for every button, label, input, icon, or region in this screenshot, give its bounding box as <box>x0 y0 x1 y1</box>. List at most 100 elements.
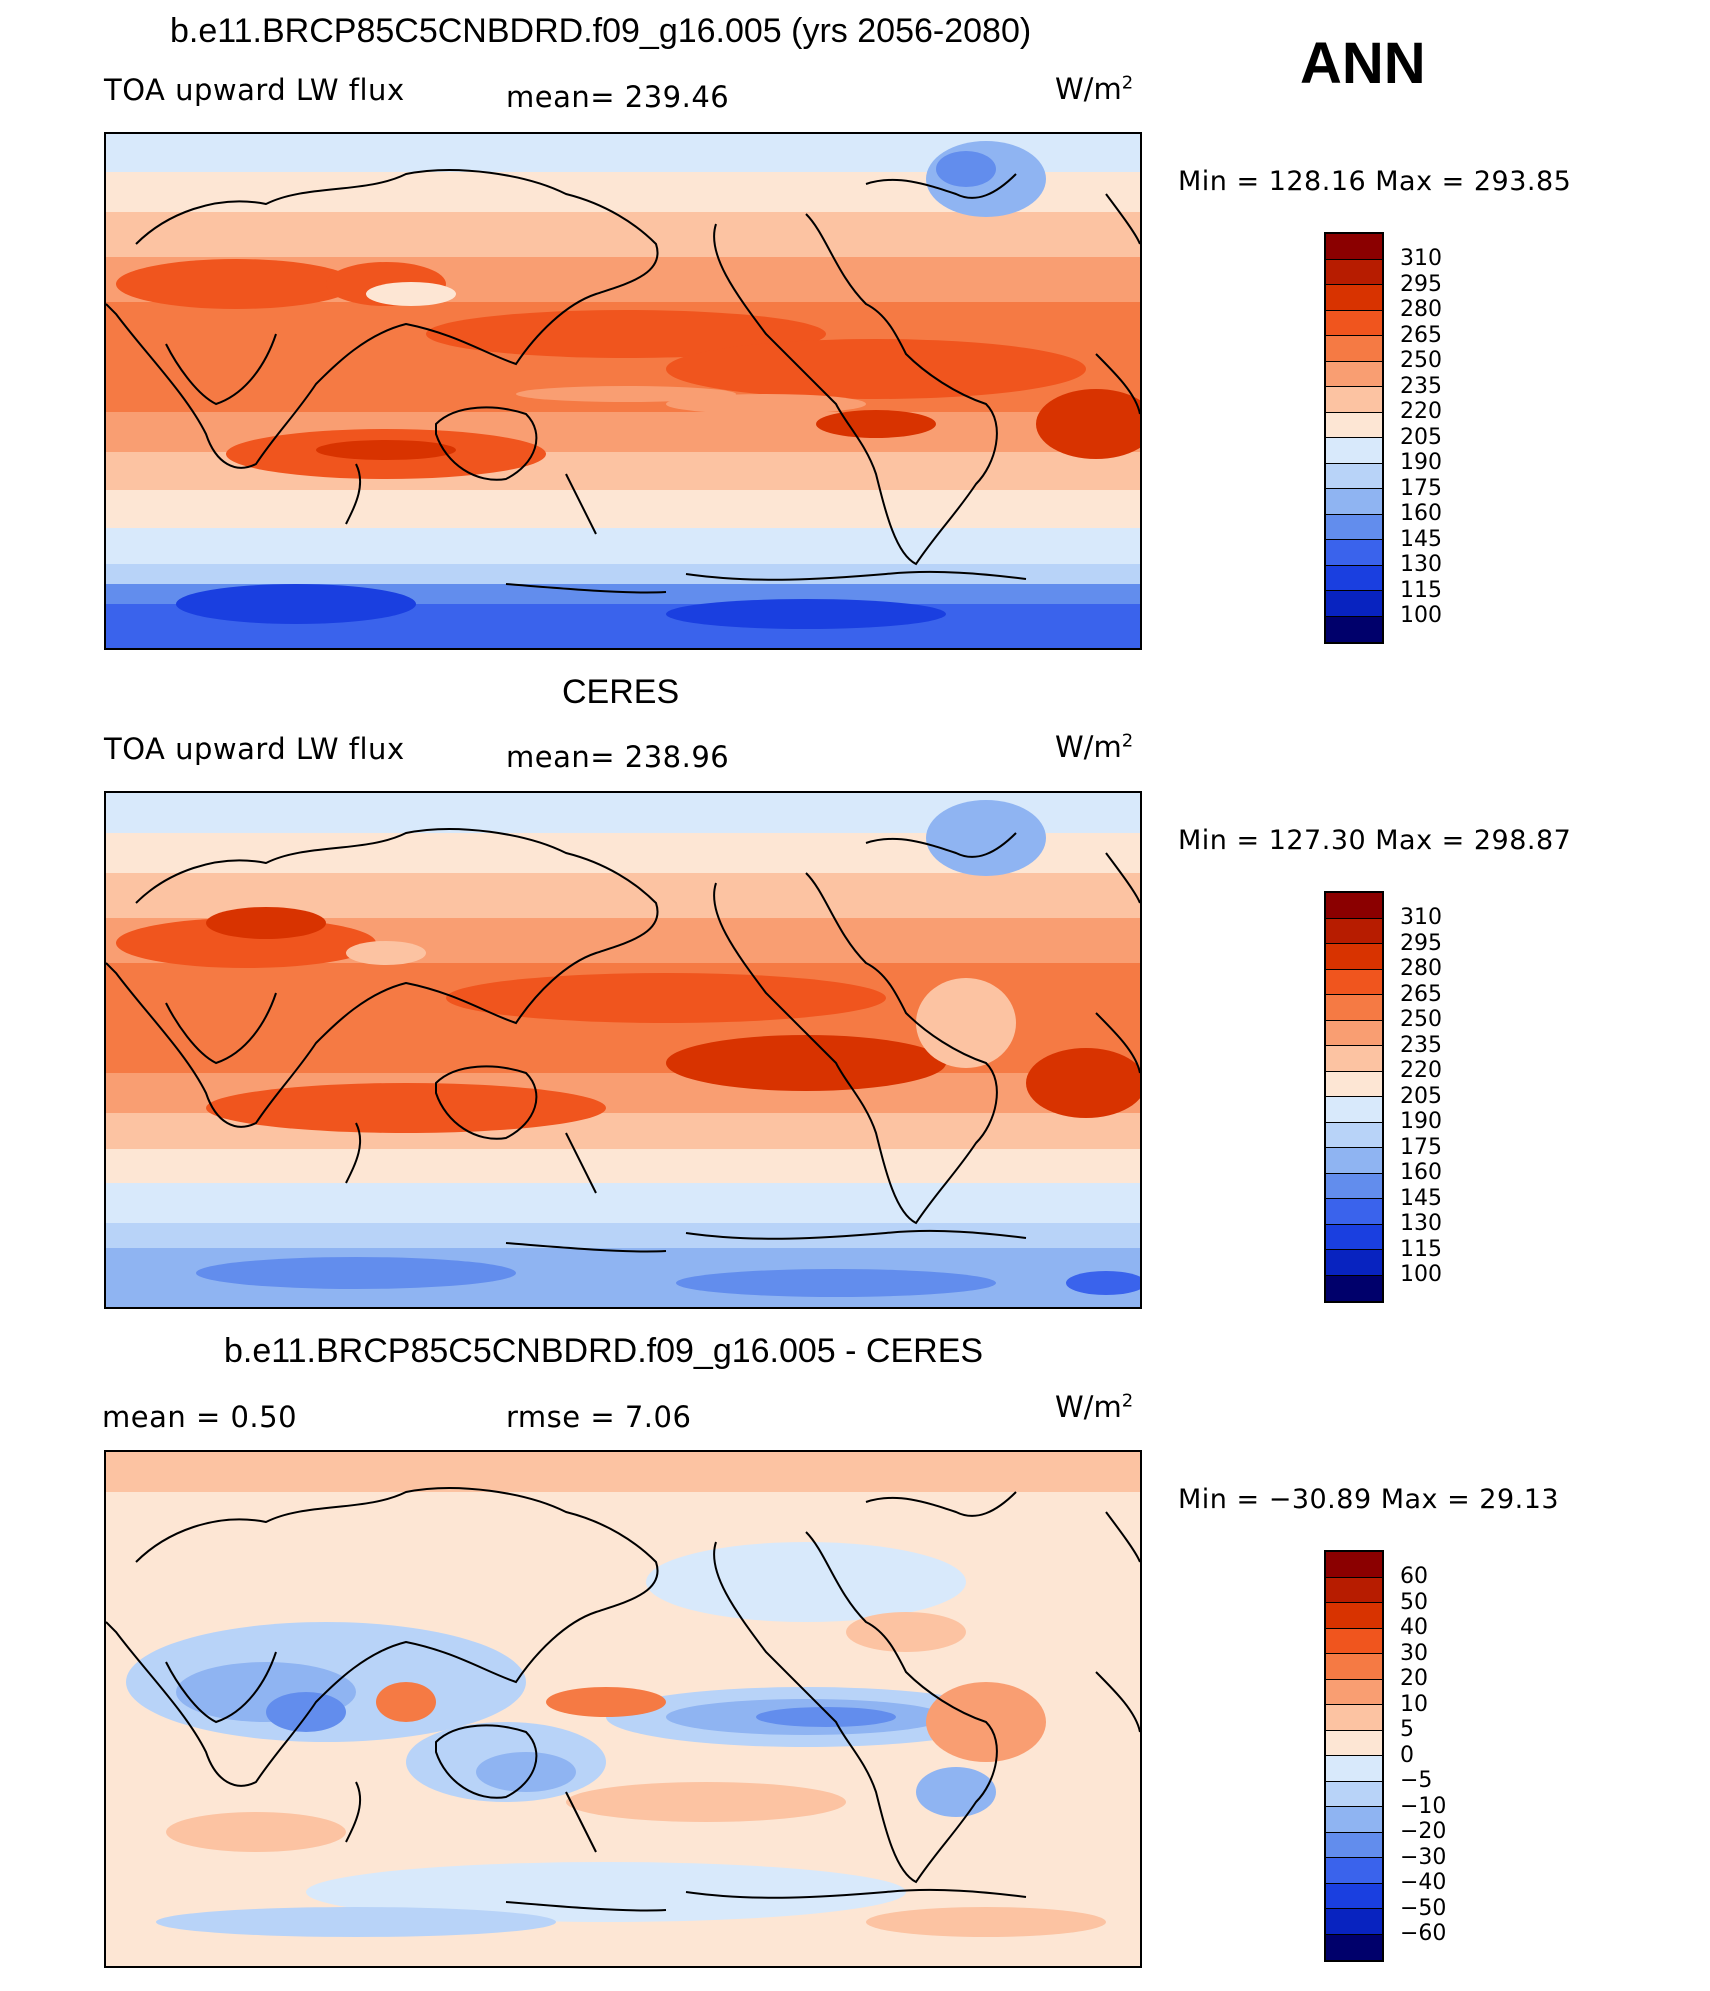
colorbar-tick: 190 <box>1400 1109 1442 1134</box>
colorbar-swatch <box>1326 565 1382 591</box>
colorbar-swatch <box>1326 1122 1382 1148</box>
colorbar-swatch <box>1326 1250 1382 1276</box>
colorbar-tick: 50 <box>1400 1589 1428 1615</box>
colorbar-tick: 280 <box>1400 956 1442 981</box>
colorbar-tick: 40 <box>1400 1615 1428 1640</box>
colorbar-swatch <box>1326 259 1382 285</box>
colorbar-tick: 265 <box>1400 981 1442 1007</box>
panel2-colorbar <box>1324 891 1384 1303</box>
colorbar-tick: 265 <box>1400 322 1442 348</box>
colorbar-tick: 220 <box>1400 399 1442 424</box>
colorbar-tick: 310 <box>1400 246 1442 271</box>
panel3-map <box>104 1450 1142 1968</box>
colorbar-tick: 280 <box>1400 297 1442 322</box>
panel1-colorbar-ticks: 310 295 280 265 250 235 220 205 190 175 … <box>1400 246 1442 629</box>
colorbar-swatch <box>1326 1552 1382 1578</box>
colorbar-tick: 20 <box>1400 1666 1428 1691</box>
colorbar-tick: 295 <box>1400 271 1442 297</box>
colorbar-tick: 205 <box>1400 1083 1442 1109</box>
panel1-colorbar <box>1324 232 1384 644</box>
colorbar-swatch <box>1326 1909 1382 1935</box>
colorbar-swatch <box>1326 969 1382 995</box>
colorbar-tick: 30 <box>1400 1640 1428 1666</box>
colorbar-tick: 100 <box>1400 603 1442 628</box>
colorbar-swatch <box>1326 1071 1382 1097</box>
panel1-map-svg <box>106 134 1140 648</box>
colorbar-swatch <box>1326 591 1382 617</box>
panel3-map-svg <box>106 1452 1140 1966</box>
colorbar-swatch <box>1326 1807 1382 1833</box>
panel3-units: W/m2 <box>1055 1390 1134 1424</box>
colorbar-tick: 130 <box>1400 1211 1442 1236</box>
colorbar-tick: 160 <box>1400 1160 1442 1185</box>
colorbar-tick: 175 <box>1400 475 1442 501</box>
panel1-units: W/m2 <box>1055 72 1134 106</box>
colorbar-swatch <box>1326 285 1382 311</box>
colorbar-tick: 310 <box>1400 905 1442 930</box>
colorbar-tick: 220 <box>1400 1058 1442 1083</box>
panel3-center-label: rmse = 7.06 <box>506 1400 692 1434</box>
colorbar-tick: 130 <box>1400 552 1442 577</box>
colorbar-swatch <box>1326 1046 1382 1072</box>
colorbar-swatch <box>1326 1628 1382 1654</box>
colorbar-swatch <box>1326 1224 1382 1250</box>
colorbar-swatch <box>1326 336 1382 362</box>
colorbar-swatch <box>1326 1020 1382 1046</box>
colorbar-swatch <box>1326 412 1382 438</box>
colorbar-tick: 175 <box>1400 1134 1442 1160</box>
colorbar-swatch <box>1326 1858 1382 1884</box>
colorbar-tick: 235 <box>1400 373 1442 399</box>
colorbar-swatch <box>1326 918 1382 944</box>
panel2-map-svg <box>106 793 1140 1307</box>
panel3-title: b.e11.BRCP85C5CNBDRD.f09_g16.005 - CERES <box>224 1332 984 1370</box>
panel1-stats: Min = 128.16 Max = 293.85 <box>1178 166 1572 197</box>
colorbar-tick: 115 <box>1400 1236 1442 1262</box>
panel1-center-label: mean= 239.46 <box>506 80 730 114</box>
colorbar-swatch <box>1326 463 1382 489</box>
colorbar-swatch <box>1326 540 1382 566</box>
colorbar-swatch <box>1326 1654 1382 1680</box>
colorbar-tick: −30 <box>1400 1844 1447 1870</box>
colorbar-tick: −50 <box>1400 1895 1447 1921</box>
colorbar-swatch <box>1326 514 1382 540</box>
colorbar-tick: −5 <box>1400 1768 1433 1793</box>
colorbar-swatch <box>1326 1173 1382 1199</box>
colorbar-tick: 5 <box>1400 1717 1414 1742</box>
colorbar-swatch <box>1326 1097 1382 1123</box>
colorbar-swatch <box>1326 893 1382 919</box>
colorbar-tick: 145 <box>1400 526 1442 552</box>
colorbar-swatch <box>1326 1199 1382 1225</box>
panel1-title: b.e11.BRCP85C5CNBDRD.f09_g16.005 (yrs 20… <box>170 12 1032 50</box>
colorbar-tick: 205 <box>1400 424 1442 450</box>
colorbar-tick: 60 <box>1400 1564 1428 1589</box>
colorbar-tick: −10 <box>1400 1793 1447 1819</box>
colorbar-swatch <box>1326 310 1382 336</box>
panel2-center-label: mean= 238.96 <box>506 740 730 774</box>
colorbar-tick: 190 <box>1400 450 1442 475</box>
colorbar-swatch <box>1326 1883 1382 1909</box>
colorbar-tick: 145 <box>1400 1185 1442 1211</box>
colorbar-swatch <box>1326 234 1382 260</box>
season-label: ANN <box>1300 31 1426 96</box>
colorbar-tick: −60 <box>1400 1921 1447 1946</box>
colorbar-swatch <box>1326 1148 1382 1174</box>
panel2-left-label: TOA upward LW flux <box>104 732 405 766</box>
colorbar-swatch <box>1326 489 1382 515</box>
panel2-title: CERES <box>562 673 680 711</box>
panel2-colorbar-ticks: 310 295 280 265 250 235 220 205 190 175 … <box>1400 905 1442 1288</box>
colorbar-swatch <box>1326 361 1382 387</box>
colorbar-swatch <box>1326 1577 1382 1603</box>
colorbar-swatch <box>1326 1934 1382 1960</box>
colorbar-tick: 100 <box>1400 1262 1442 1287</box>
colorbar-swatch <box>1326 995 1382 1021</box>
colorbar-swatch <box>1326 1756 1382 1782</box>
colorbar-tick: −20 <box>1400 1819 1447 1844</box>
colorbar-swatch <box>1326 1603 1382 1629</box>
panel1-map <box>104 132 1142 650</box>
colorbar-swatch <box>1326 1730 1382 1756</box>
colorbar-tick: 295 <box>1400 930 1442 956</box>
colorbar-swatch <box>1326 616 1382 642</box>
colorbar-swatch <box>1326 438 1382 464</box>
colorbar-tick: 0 <box>1400 1742 1414 1768</box>
colorbar-swatch <box>1326 944 1382 970</box>
